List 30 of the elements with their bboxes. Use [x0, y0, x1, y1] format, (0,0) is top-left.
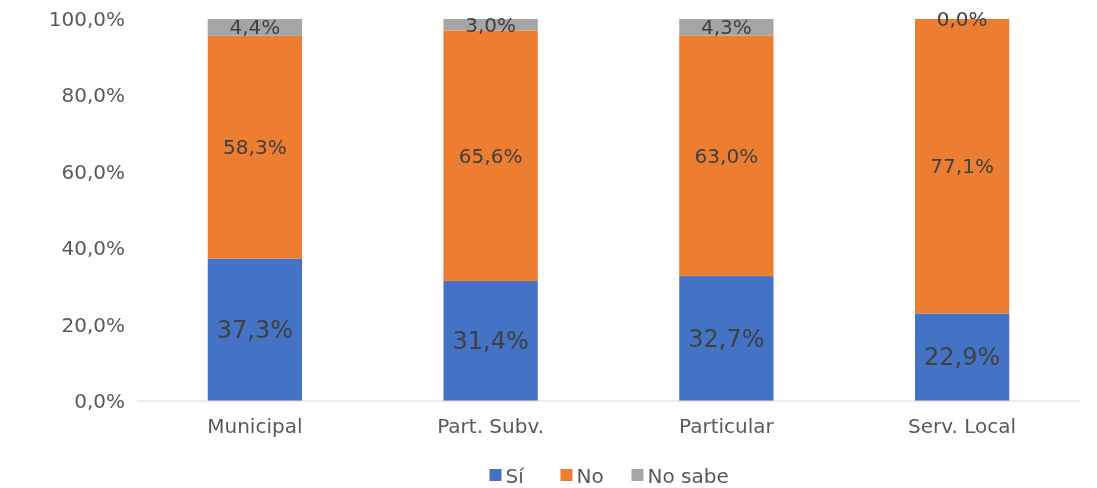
y-tick-label: 60,0% [61, 159, 125, 184]
data-label: 77,1% [930, 154, 994, 179]
data-label: 3,0% [465, 12, 517, 37]
y-tick-label: 20,0% [61, 312, 125, 337]
y-tick-label: 100,0% [48, 7, 125, 31]
data-label: 4,4% [229, 15, 281, 40]
data-label: 32,7% [688, 324, 765, 353]
data-label: 63,0% [694, 143, 759, 168]
bar [207, 258, 303, 401]
data-label: 22,9% [924, 343, 1001, 372]
data-label: 58,3% [223, 135, 287, 160]
data-label: 4,3% [700, 15, 752, 40]
bar [679, 35, 774, 277]
x-tick-label: Serv. Local [908, 414, 1017, 438]
y-tick-label: 80,0% [61, 83, 125, 108]
bar [207, 35, 303, 259]
x-tick-label: Particular [679, 414, 775, 438]
data-label: 65,6% [458, 143, 523, 168]
bar [679, 276, 774, 401]
x-tick-label: Part. Subv. [437, 414, 545, 438]
legend-label: No [576, 464, 604, 488]
x-tick-label: Municipal [207, 414, 303, 438]
data-label: 31,4% [452, 327, 529, 356]
bar [914, 313, 1010, 401]
legend-label: No sabe [647, 464, 729, 488]
y-tick-label: 0,0% [74, 389, 125, 413]
legend-label: Sí [505, 464, 526, 488]
y-tick-label: 40,0% [61, 236, 125, 261]
data-label: 37,3% [216, 315, 293, 344]
bar [443, 281, 538, 401]
